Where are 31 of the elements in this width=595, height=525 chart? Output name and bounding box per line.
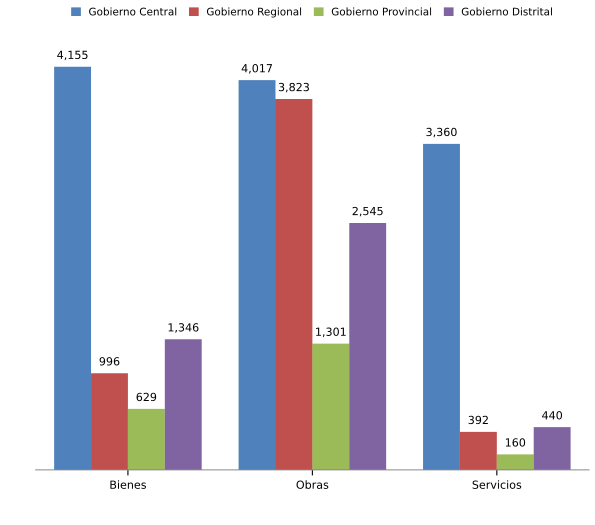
bar <box>496 454 534 470</box>
data-label: 4,017 <box>242 64 272 74</box>
legend-label: Gobierno Distrital <box>462 7 552 16</box>
bar <box>91 373 128 470</box>
bar <box>275 98 312 470</box>
bar <box>460 432 497 470</box>
data-label: 996 <box>100 357 120 366</box>
data-label: 629 <box>136 392 156 402</box>
data-label: 3,360 <box>426 128 457 138</box>
bar <box>238 80 276 470</box>
data-label: 1,346 <box>168 323 198 333</box>
data-label: 3,823 <box>278 82 309 92</box>
bar <box>54 66 92 470</box>
data-label: 4,155 <box>57 50 88 60</box>
data-label: 2,545 <box>352 206 383 216</box>
bar <box>423 144 460 470</box>
x-tick-label: Obras <box>296 480 328 489</box>
data-label: 160 <box>506 438 526 447</box>
bar <box>349 222 386 470</box>
x-tick-label: Bienes <box>110 480 146 489</box>
legend-label: Gobierno Provincial <box>332 7 432 16</box>
bar <box>312 344 350 470</box>
x-tick-label: Servicios <box>472 480 522 489</box>
bar <box>534 427 571 470</box>
legend-label: Gobierno Regional <box>206 7 302 18</box>
bar <box>164 339 202 470</box>
legend-label: Gobierno Central <box>89 7 176 16</box>
data-label: 1,301 <box>316 328 346 338</box>
data-label: 440 <box>542 411 562 420</box>
data-label: 392 <box>468 416 488 424</box>
bar <box>128 408 165 470</box>
